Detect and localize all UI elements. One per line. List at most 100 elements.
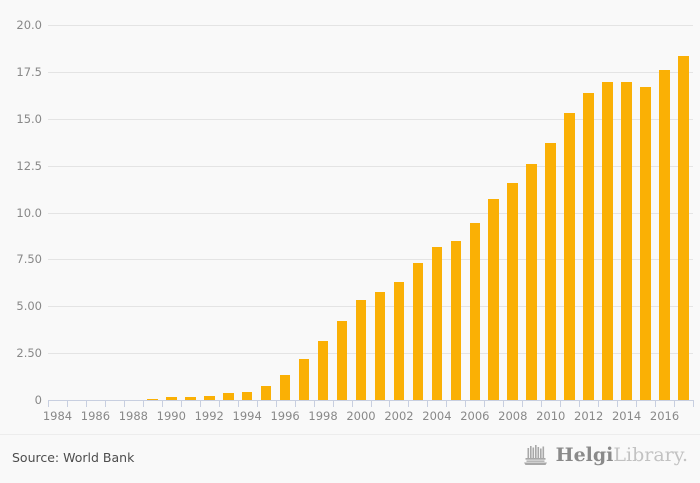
bar[interactable] xyxy=(602,82,613,400)
bar[interactable] xyxy=(298,358,310,400)
x-axis-tick xyxy=(142,400,144,407)
bar[interactable] xyxy=(241,391,253,400)
x-axis-tick-label: 2012 xyxy=(574,409,604,423)
bar[interactable] xyxy=(355,299,367,400)
x-axis-tick xyxy=(85,400,87,407)
x-axis-tick xyxy=(161,400,163,407)
bar[interactable] xyxy=(165,397,177,400)
bar[interactable] xyxy=(488,199,500,400)
x-axis-tick-label: 2008 xyxy=(498,409,528,423)
bar[interactable] xyxy=(621,82,632,400)
bar[interactable] xyxy=(450,240,462,400)
gridline xyxy=(48,118,693,120)
x-axis-tick xyxy=(218,400,220,407)
brand-logo: HelgiLibrary. xyxy=(523,444,688,466)
bars-series xyxy=(48,25,693,400)
brand-dot: . xyxy=(681,443,688,466)
x-axis-tick xyxy=(180,400,182,407)
bar[interactable] xyxy=(317,340,329,400)
x-axis-tick xyxy=(598,400,600,407)
x-axis-tick-label: 1990 xyxy=(156,409,186,423)
gridline xyxy=(48,25,693,26)
x-axis-tick xyxy=(484,400,486,407)
plot-area xyxy=(48,25,693,400)
bar[interactable] xyxy=(222,393,234,400)
x-axis-tick-label: 2002 xyxy=(384,409,414,423)
x-axis-tick xyxy=(636,400,638,407)
y-axis-tick-label: 20.0 xyxy=(16,18,42,32)
x-axis-tick xyxy=(275,400,277,407)
bar[interactable] xyxy=(659,70,670,400)
x-axis-tick-label: 1986 xyxy=(80,409,111,423)
bar[interactable] xyxy=(564,113,575,400)
x-axis-tick xyxy=(66,400,68,407)
x-axis-tick xyxy=(446,400,448,407)
bar[interactable] xyxy=(526,163,538,400)
x-axis-tick xyxy=(389,400,391,407)
bar[interactable] xyxy=(279,374,291,400)
x-axis-tick-label: 2006 xyxy=(460,409,490,423)
x-axis-tick xyxy=(332,400,334,407)
gridline xyxy=(48,165,693,167)
x-axis-tick xyxy=(655,400,657,407)
x-axis-tick xyxy=(351,400,353,407)
bar[interactable] xyxy=(583,93,594,400)
bar[interactable] xyxy=(260,385,272,400)
x-axis-tick-label: 1994 xyxy=(232,409,262,423)
gridline xyxy=(48,71,693,73)
x-axis-tick xyxy=(503,400,505,407)
gridline xyxy=(48,353,693,355)
bar[interactable] xyxy=(147,398,158,400)
gridline xyxy=(48,259,693,261)
x-axis-tick-label: 1988 xyxy=(118,409,148,423)
x-axis-tick xyxy=(104,400,106,407)
x-axis-tick xyxy=(465,400,467,407)
x-axis-tick-label: 2016 xyxy=(649,409,680,423)
bar[interactable] xyxy=(545,143,557,400)
x-axis-tick xyxy=(313,400,315,407)
x-axis-tick xyxy=(522,400,524,407)
x-axis-tick-label: 1992 xyxy=(194,409,224,423)
y-axis-tick-label: 5.00 xyxy=(16,299,42,314)
bar[interactable] xyxy=(412,263,424,400)
y-axis-tick-label: 15.0 xyxy=(16,111,42,126)
x-axis-tick-label: 2004 xyxy=(422,409,452,423)
x-axis-tick xyxy=(579,400,581,407)
x-axis-tick xyxy=(256,400,258,407)
x-axis-tick-label: 1984 xyxy=(42,409,73,423)
bar[interactable] xyxy=(431,247,443,400)
bar[interactable] xyxy=(507,183,519,400)
y-axis-tick-label: 0 xyxy=(34,393,42,407)
bar[interactable] xyxy=(336,321,348,400)
x-axis-tick xyxy=(560,400,562,407)
bar[interactable] xyxy=(678,55,689,400)
bar[interactable] xyxy=(203,396,215,400)
y-axis-tick-label: 10.0 xyxy=(16,205,42,220)
x-axis-tick xyxy=(674,400,676,407)
x-axis-tick xyxy=(294,400,296,407)
y-axis-tick-label: 12.5 xyxy=(16,158,42,173)
x-axis-tick xyxy=(541,400,543,407)
x-axis-tick xyxy=(199,400,201,407)
bar[interactable] xyxy=(184,396,196,400)
footer-divider xyxy=(0,434,700,435)
library-building-icon xyxy=(523,445,547,465)
bar[interactable] xyxy=(393,281,405,400)
x-axis-tick-label: 2000 xyxy=(346,409,376,423)
y-axis-tick-label: 17.5 xyxy=(16,64,42,79)
x-axis-tick-label: 2010 xyxy=(536,409,566,423)
brand-name-library: Library xyxy=(613,443,682,466)
bar[interactable] xyxy=(374,292,386,400)
brand-name-helgi: Helgi xyxy=(555,443,614,466)
bar[interactable] xyxy=(469,222,481,400)
x-axis-tick xyxy=(427,400,429,407)
gridline xyxy=(48,306,693,308)
brand-wordmark: HelgiLibrary. xyxy=(555,443,688,466)
x-axis-tick-label: 1996 xyxy=(270,409,300,423)
x-axis-tick xyxy=(123,400,125,407)
x-axis-tick xyxy=(693,400,694,407)
source-note: Source: World Bank xyxy=(12,450,135,465)
bar[interactable] xyxy=(640,86,651,400)
x-axis-tick xyxy=(617,400,619,407)
y-axis-tick-label: 7.50 xyxy=(16,252,42,267)
